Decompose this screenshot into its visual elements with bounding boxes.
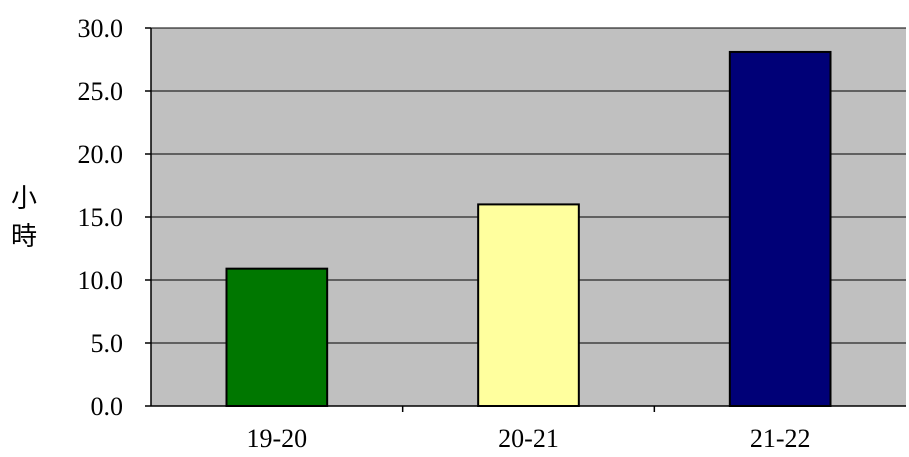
y-tick-label: 20.0	[78, 140, 124, 169]
bar-19-20	[225, 267, 329, 407]
y-ticks: 0.0 5.0 10.0 15.0 20.0 25.0 30.0	[78, 14, 151, 421]
y-tick-label: 15.0	[78, 203, 124, 232]
y-tick-label: 0.0	[91, 392, 124, 421]
x-tick-label: 20-21	[498, 424, 559, 452]
x-ticks: 19-20 20-21 21-22	[246, 406, 811, 453]
x-tick-label: 21-22	[750, 424, 811, 452]
x-tick-label: 19-20	[246, 424, 307, 452]
bar-20-21	[477, 203, 580, 407]
y-tick-label: 30.0	[78, 14, 124, 43]
bar-21-22	[728, 50, 832, 407]
bars	[225, 50, 832, 407]
y-tick-label: 5.0	[91, 329, 124, 358]
y-axis-label: 小時	[10, 184, 37, 252]
y-tick-label: 10.0	[78, 266, 124, 295]
y-tick-label: 25.0	[78, 77, 124, 106]
